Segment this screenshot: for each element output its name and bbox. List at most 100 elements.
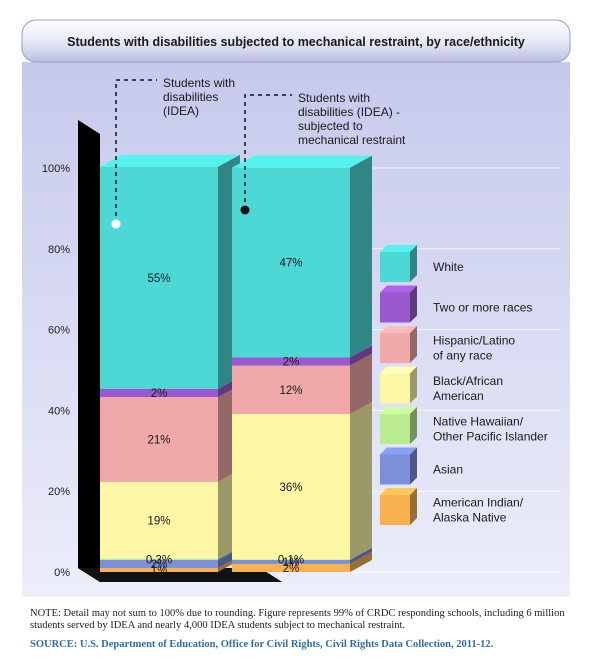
chart-title: Students with disabilities subjected to … bbox=[67, 35, 525, 49]
bar-segment bbox=[232, 547, 372, 564]
stacked-bar-chart: 0%20%40%60%80%100% 1%2%0.3%19%21%2%55%2%… bbox=[21, 19, 571, 597]
bar-segment-side bbox=[350, 547, 372, 560]
legend-swatch-top bbox=[380, 488, 417, 495]
legend-label: Alaska Native bbox=[433, 511, 507, 525]
legend-label: American Indian/ bbox=[433, 496, 524, 510]
legend-label: Black/African bbox=[433, 374, 503, 388]
bar-segment-side bbox=[350, 551, 372, 572]
y-axis: 0% 20% 40% 60% 80% 100% bbox=[42, 163, 70, 579]
callout-dot bbox=[111, 219, 121, 229]
legend-swatch bbox=[380, 414, 410, 444]
legend: American Indian/Alaska Native Asian Native… bbox=[380, 245, 548, 525]
category-label: (IDEA) bbox=[163, 104, 199, 118]
legend-swatch-top bbox=[380, 407, 417, 414]
legend-label: American bbox=[433, 389, 484, 403]
bar-stack bbox=[100, 154, 240, 572]
legend-swatch bbox=[380, 252, 410, 282]
legend-item: Native Hawaiian/Other Pacific Islander bbox=[380, 407, 548, 444]
bar-segment-front bbox=[232, 365, 350, 415]
legend-swatch bbox=[380, 373, 410, 404]
title-banner bbox=[21, 19, 571, 63]
back-wall bbox=[78, 120, 100, 582]
category-label: disabilities bbox=[163, 90, 218, 104]
data-label: 19% bbox=[147, 515, 170, 527]
legend-swatch-top bbox=[380, 326, 417, 333]
bar-segment-front bbox=[100, 559, 218, 568]
bar-segment-front bbox=[100, 166, 218, 389]
bar-segment bbox=[100, 469, 240, 559]
bar-segment-front bbox=[232, 167, 350, 358]
category-label: Students with bbox=[163, 76, 235, 90]
legend-swatch-side bbox=[410, 366, 417, 404]
legend-item: White bbox=[380, 245, 464, 282]
legend-label: White bbox=[433, 260, 464, 274]
legend-item: American Indian/Alaska Native bbox=[380, 488, 524, 525]
legend-label: Native Hawaiian/ bbox=[433, 415, 524, 429]
bar-segment-front bbox=[232, 559, 350, 560]
y-tick-label: 100% bbox=[42, 163, 70, 175]
bar-segment-side bbox=[350, 402, 372, 560]
bar-segment bbox=[100, 385, 240, 482]
bar-segment-side bbox=[350, 155, 372, 358]
callout-leader-line bbox=[244, 94, 292, 210]
bar-stack bbox=[232, 155, 372, 572]
bar-segment-side bbox=[350, 547, 372, 564]
legend-item: Two or more races bbox=[380, 285, 532, 323]
bar-segment-front bbox=[232, 414, 350, 560]
data-label: 2% bbox=[283, 357, 300, 369]
y-tick-label: 80% bbox=[48, 244, 70, 256]
data-label: 0.3% bbox=[146, 554, 172, 566]
bar-segment bbox=[232, 551, 372, 572]
category-label: mechanical restraint bbox=[298, 133, 406, 147]
bar-segment bbox=[100, 154, 240, 389]
data-label: 1% bbox=[283, 557, 300, 569]
legend-swatch-side bbox=[410, 447, 417, 485]
data-label: 1% bbox=[151, 565, 168, 577]
bar-segment bbox=[232, 547, 372, 560]
legend-swatch-top bbox=[380, 285, 417, 293]
category-callouts: Students withdisabilities(IDEA)Students … bbox=[111, 76, 406, 229]
y-tick-label: 60% bbox=[48, 325, 70, 337]
category-label: subjected to bbox=[298, 119, 363, 133]
data-label: 2% bbox=[283, 563, 300, 575]
category-label: disabilities (IDEA) - bbox=[298, 105, 400, 119]
callout-leader-line bbox=[115, 79, 157, 224]
bar-segment-side bbox=[350, 353, 372, 415]
legend-item: Asian bbox=[380, 447, 463, 485]
bar-segment-front bbox=[100, 558, 218, 560]
y-tick-label: 20% bbox=[48, 486, 70, 498]
legend-swatch-side bbox=[410, 326, 417, 363]
legend-label: of any race bbox=[433, 349, 493, 363]
bar-segment bbox=[232, 155, 372, 358]
data-label: 0.1% bbox=[278, 555, 304, 567]
legend-label: Asian bbox=[433, 463, 463, 477]
y-tick-label: 0% bbox=[54, 567, 70, 579]
legend-swatch-side bbox=[410, 285, 417, 323]
chart-note: NOTE: Detail may not sum to 100% due to … bbox=[30, 608, 565, 631]
bar-segment-side bbox=[350, 345, 372, 366]
data-label: 21% bbox=[147, 434, 170, 446]
legend-label: Two or more races bbox=[433, 301, 532, 315]
bar-segment-front bbox=[100, 567, 218, 572]
bar-segment bbox=[232, 402, 372, 560]
data-label: 12% bbox=[279, 385, 302, 397]
bar-segment-front bbox=[232, 563, 350, 572]
bar-top-face bbox=[232, 155, 372, 168]
bar-top-face bbox=[100, 154, 240, 167]
bar-segment-front bbox=[232, 357, 350, 366]
legend-swatch-side bbox=[410, 488, 417, 525]
legend-swatch bbox=[380, 454, 410, 485]
bar-segment-front bbox=[100, 388, 218, 398]
data-label: 2% bbox=[151, 559, 168, 571]
category-label: Students with bbox=[298, 91, 370, 105]
legend-swatch-top bbox=[380, 366, 417, 374]
legend-swatch bbox=[380, 333, 410, 363]
legend-swatch-side bbox=[410, 245, 417, 282]
data-label: 36% bbox=[279, 482, 302, 494]
bar-segment-front bbox=[232, 559, 350, 564]
data-label: 47% bbox=[279, 258, 302, 270]
bar-segment bbox=[232, 345, 372, 366]
y-tick-label: 40% bbox=[48, 405, 70, 417]
